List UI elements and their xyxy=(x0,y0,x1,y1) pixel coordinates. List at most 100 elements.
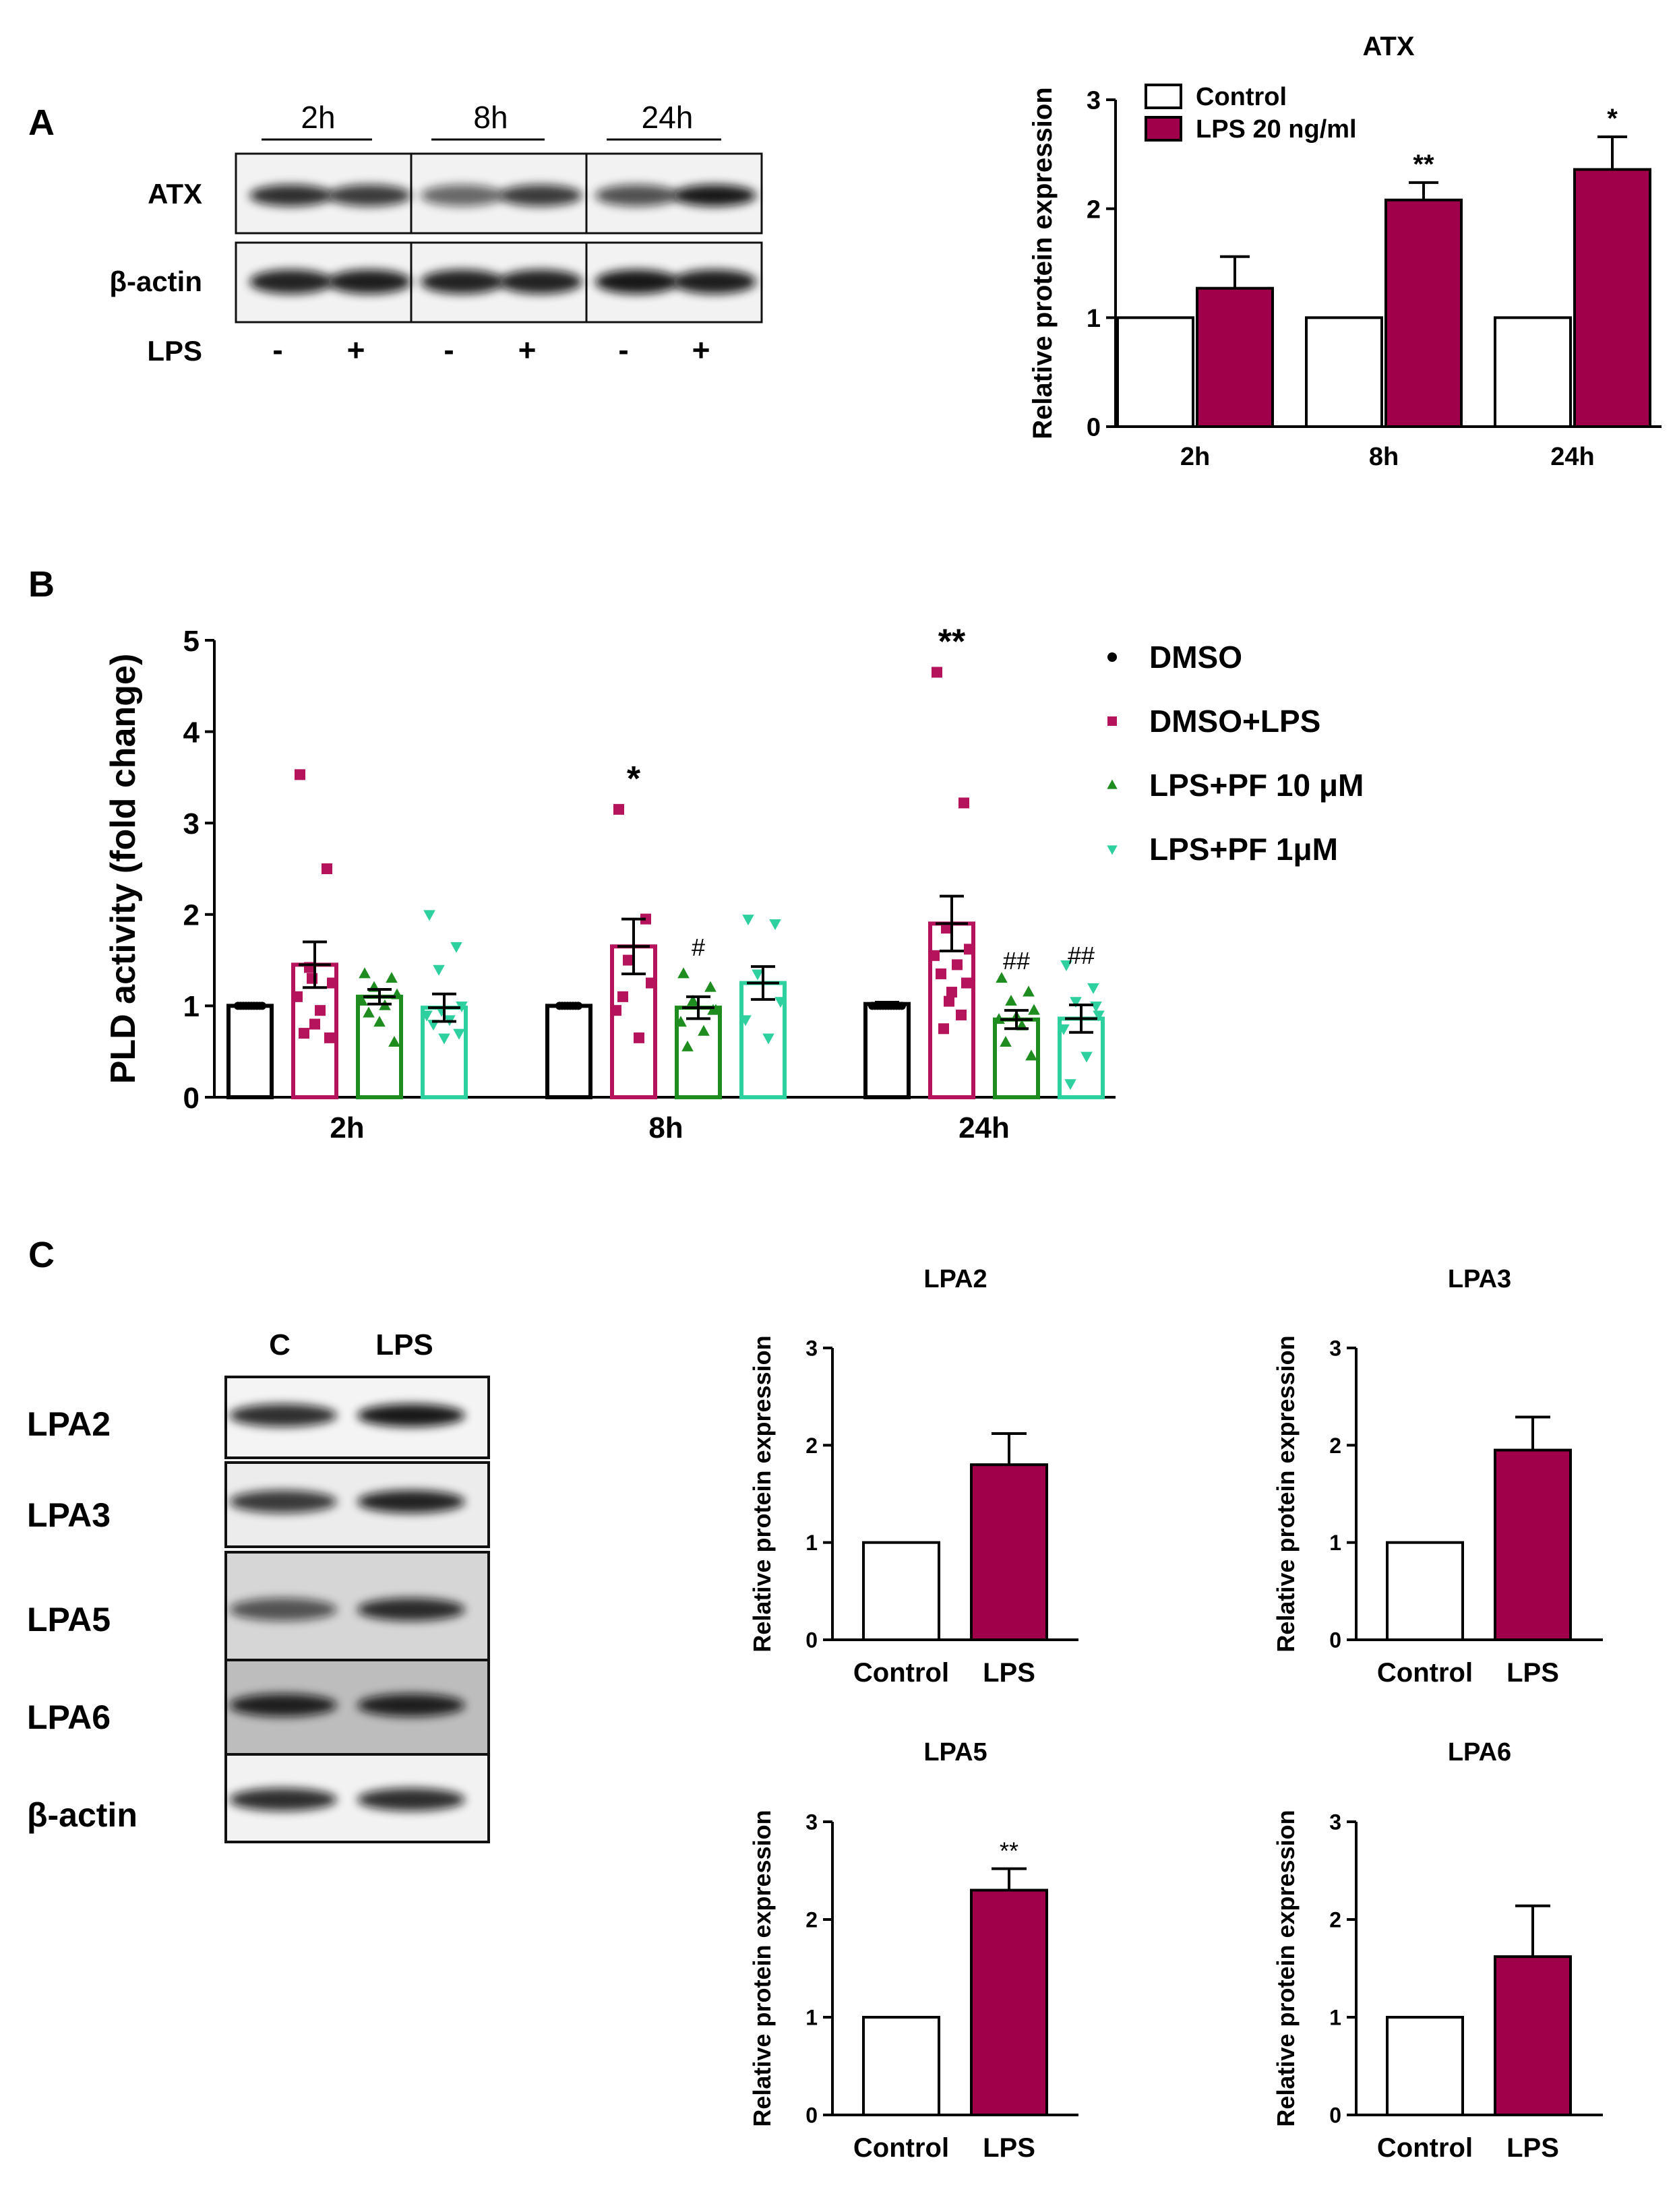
legend-marker xyxy=(1107,652,1117,662)
blot-a-time-8h: 8h xyxy=(473,100,508,135)
chart-atx: 0 1 2 3 ATX Relative protein expression 2h 8h 24… xyxy=(1028,32,1662,471)
data-point xyxy=(1080,1051,1093,1063)
data-point xyxy=(327,977,338,989)
data-point xyxy=(687,995,699,1006)
blot-a-time-24h: 24h xyxy=(642,100,694,135)
bar-control-24h xyxy=(1494,316,1572,429)
chart-title: LPA2 xyxy=(923,1265,987,1293)
x-tick-label: 24h xyxy=(1550,443,1594,471)
blot-c: C LPS LPA2 LPA3 LPA5 LPA6 β-actin xyxy=(27,1328,490,1843)
data-point xyxy=(456,1002,468,1012)
y-tick-label: 2 xyxy=(805,1908,818,1932)
x-tick-label: LPS xyxy=(983,1658,1035,1688)
lps-sign: - xyxy=(618,332,628,367)
band-actin xyxy=(328,270,411,294)
data-point xyxy=(363,1006,375,1018)
significance-mark: ## xyxy=(1003,947,1030,975)
data-point xyxy=(613,803,624,815)
data-point xyxy=(388,1036,400,1047)
y-tick-label: 0 xyxy=(1329,1628,1341,1653)
data-point xyxy=(386,972,398,983)
band-actin xyxy=(595,270,679,294)
y-axis-label: Relative protein expression xyxy=(748,1335,776,1652)
band-actin xyxy=(673,270,756,294)
band-atx xyxy=(499,185,582,206)
data-point xyxy=(1005,995,1017,1006)
y-axis-label: PLD activity (fold change) xyxy=(104,654,143,1084)
chart-title: LPA5 xyxy=(923,1738,987,1766)
significance-mark: ** xyxy=(1000,1837,1018,1865)
blot-a: 2h 8h 24h ATX β-actin LPS - + - + - + xyxy=(109,100,763,367)
bar-dmso-24h xyxy=(863,1002,911,1099)
panel-label-c: C xyxy=(28,1235,55,1275)
y-tick-label: 2 xyxy=(1329,1908,1341,1932)
chart-title: LPA6 xyxy=(1448,1738,1511,1766)
significance-mark: * xyxy=(627,760,641,799)
band-lpa xyxy=(229,1404,337,1427)
data-point xyxy=(941,923,952,934)
significance-mark: * xyxy=(1607,104,1618,133)
x-tick-label: 8h xyxy=(1369,443,1399,471)
y-axis-label: Relative protein expression xyxy=(748,1810,776,2126)
x-tick-label: 2h xyxy=(1180,443,1210,471)
chart-title: LPA3 xyxy=(1448,1265,1511,1293)
data-point xyxy=(309,1018,320,1030)
data-point xyxy=(356,995,368,1006)
significance-mark: ** xyxy=(1413,150,1434,179)
y-tick-label: 1 xyxy=(1087,305,1101,333)
y-tick-label: 3 xyxy=(1329,1810,1341,1835)
y-axis-label: Relative protein expression xyxy=(1272,1335,1300,1652)
data-point xyxy=(453,1028,465,1040)
band-lpa xyxy=(357,1404,465,1427)
chart-title: ATX xyxy=(1362,32,1414,61)
x-tick-label: LPS xyxy=(1506,1658,1559,1688)
data-point xyxy=(739,1015,752,1026)
y-tick-label: 1 xyxy=(1329,2006,1341,2030)
y-tick-label: 3 xyxy=(805,1337,818,1361)
legend: Control LPS 20 ng/ml xyxy=(1145,83,1357,144)
bar-control xyxy=(1386,1541,1464,1642)
data-point xyxy=(423,910,435,921)
data-point xyxy=(438,1033,450,1045)
data-point xyxy=(936,968,946,979)
blot-c-label-lpa3: LPA3 xyxy=(27,1496,111,1534)
data-point xyxy=(752,969,764,981)
band-lpa xyxy=(357,1788,465,1811)
band-atx xyxy=(595,185,679,206)
blot-a-lps-signs: - + - + - + xyxy=(272,332,710,367)
band-atx xyxy=(421,185,504,206)
lps-sign: + xyxy=(518,332,537,367)
x-tick-label: LPS xyxy=(983,2133,1035,2163)
bar-lps-20-ng-ml-24h xyxy=(1573,168,1651,428)
y-tick-label: 3 xyxy=(1087,87,1101,115)
y-tick-label: 0 xyxy=(805,2103,818,2128)
data-point xyxy=(611,1005,621,1016)
y-tick-label: 2 xyxy=(805,1434,818,1458)
data-point xyxy=(359,967,371,979)
band-atx xyxy=(673,185,756,206)
data-point xyxy=(946,987,957,998)
panel-label-b: B xyxy=(28,564,55,605)
legend-label: LPS+PF 1μM xyxy=(1149,832,1338,867)
significance-mark: ## xyxy=(1068,942,1095,969)
data-point xyxy=(964,944,975,955)
data-point xyxy=(295,769,305,780)
lps-sign: - xyxy=(444,332,454,367)
blot-c-label-actin: β-actin xyxy=(27,1796,138,1834)
blot-a-time-2h: 2h xyxy=(301,100,335,135)
legend-label: DMSO xyxy=(1149,640,1242,675)
x-tick-label: Control xyxy=(1377,1658,1473,1688)
y-tick-label: 0 xyxy=(1329,2103,1341,2128)
data-point xyxy=(704,981,717,992)
y-tick-label: 2 xyxy=(1087,195,1101,224)
bar-control-8h xyxy=(1305,316,1383,429)
data-point xyxy=(961,977,972,989)
data-point xyxy=(774,997,787,1008)
data-point xyxy=(1060,960,1072,971)
blot-c-col-c: C xyxy=(269,1328,291,1361)
legend-marker xyxy=(1107,845,1118,855)
legend-label: Control xyxy=(1196,83,1287,111)
y-axis-label: Relative protein expression xyxy=(1272,1810,1300,2126)
blot-a-bands xyxy=(249,185,756,294)
blot-a-label-atx: ATX xyxy=(148,178,202,210)
